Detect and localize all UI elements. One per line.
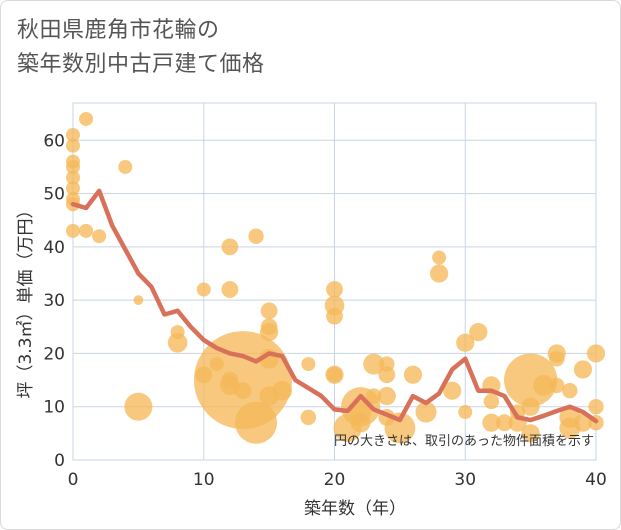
data-point — [482, 413, 501, 432]
data-point — [248, 228, 264, 244]
data-bubbles — [66, 111, 606, 444]
data-point — [432, 250, 447, 265]
chart-title-line1: 秋田県鹿角市花輪の — [17, 18, 220, 43]
data-point — [260, 302, 278, 320]
data-point — [234, 382, 252, 400]
data-point — [66, 127, 80, 142]
y-tick-label: 0 — [54, 451, 65, 471]
data-point — [350, 412, 371, 433]
data-point — [260, 323, 279, 342]
data-point — [235, 401, 278, 444]
axis-ticks: 0 10 20 30 40 50 60 0 10 20 30 40 — [43, 131, 606, 490]
y-tick-label: 30 — [43, 291, 65, 311]
data-point — [221, 281, 239, 298]
data-point — [496, 414, 513, 432]
data-point — [79, 223, 94, 238]
data-point — [300, 409, 317, 426]
x-tick-label: 0 — [68, 470, 79, 490]
x-axis-label: 築年数（年） — [304, 499, 406, 519]
data-point — [221, 238, 239, 256]
x-tick-label: 10 — [193, 470, 215, 490]
data-point — [66, 170, 80, 185]
data-point — [562, 383, 578, 399]
data-point — [167, 332, 188, 353]
data-point — [415, 401, 437, 423]
data-point — [384, 412, 416, 444]
data-point — [533, 374, 555, 396]
data-point — [66, 223, 80, 238]
data-point — [118, 159, 133, 174]
data-point — [92, 229, 107, 244]
y-tick-label: 60 — [43, 131, 65, 151]
x-tick-label: 40 — [585, 470, 607, 490]
data-point — [573, 413, 593, 432]
data-point — [66, 138, 80, 153]
data-point — [326, 281, 343, 298]
data-point — [549, 351, 565, 367]
data-point — [378, 366, 396, 384]
y-tick-label: 10 — [43, 398, 65, 418]
x-tick-label: 30 — [454, 470, 476, 490]
chart-title: 秋田県鹿角市花輪の 築年数別中古戸建て価格 — [17, 14, 265, 82]
chart-title-line2: 築年数別中古戸建て価格 — [17, 52, 265, 77]
data-point — [586, 344, 606, 363]
data-point — [272, 380, 293, 401]
data-point — [458, 405, 473, 420]
data-point — [403, 365, 423, 384]
y-tick-label: 20 — [43, 344, 65, 364]
data-point — [456, 333, 475, 352]
data-point — [366, 388, 382, 404]
data-point — [430, 264, 449, 283]
data-point — [521, 397, 540, 416]
data-point — [443, 381, 462, 400]
data-point — [325, 365, 344, 384]
y-axis-label: 坪（3.3㎡）単価（万円） — [16, 201, 36, 398]
data-point — [521, 424, 540, 443]
average-line-group — [70, 188, 599, 424]
average-price-line — [70, 188, 599, 424]
data-point — [196, 282, 211, 297]
data-point — [79, 111, 94, 126]
data-point — [326, 307, 343, 325]
data-point — [377, 386, 396, 406]
data-point — [301, 357, 316, 372]
data-point — [133, 295, 144, 306]
data-point — [588, 399, 604, 415]
x-tick-label: 20 — [324, 470, 346, 490]
data-point — [483, 393, 500, 410]
data-point — [124, 392, 153, 421]
data-point — [66, 159, 80, 174]
data-point — [469, 323, 488, 342]
data-point — [66, 181, 80, 196]
data-point — [549, 377, 565, 394]
data-point — [573, 360, 593, 379]
y-tick-label: 50 — [43, 185, 65, 205]
data-point — [363, 353, 385, 375]
y-tick-label: 40 — [43, 238, 65, 258]
size-annotation: 円の大きさは、取引のあった物件面積を示す — [334, 434, 594, 449]
